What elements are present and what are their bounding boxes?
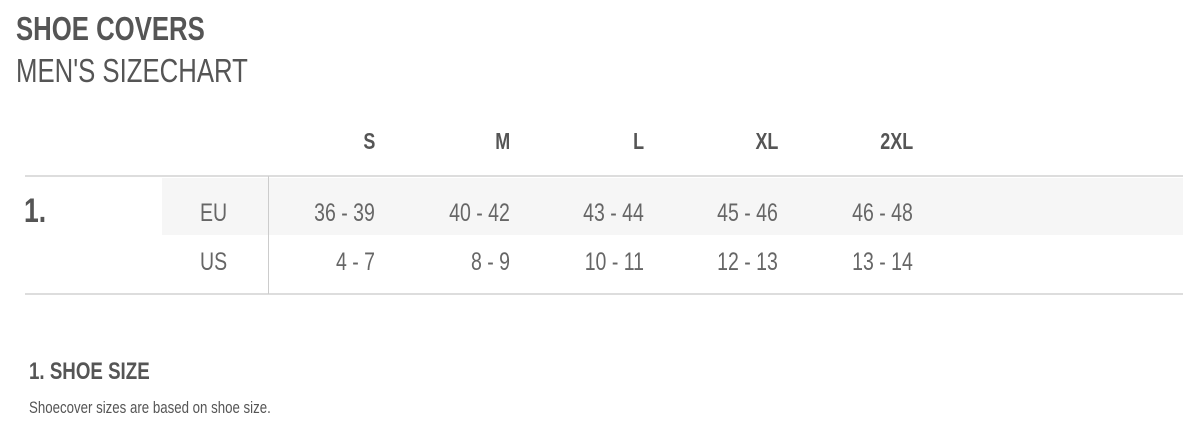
row-label-us: US bbox=[200, 248, 228, 276]
table-cell: 13 - 14 bbox=[852, 248, 913, 276]
table-cell: 4 - 7 bbox=[335, 248, 375, 276]
table-bottom-divider bbox=[25, 293, 1183, 295]
table-cell: 8 - 9 bbox=[470, 248, 510, 276]
column-header: 2XL bbox=[880, 128, 913, 154]
table-cell: 36 - 39 bbox=[314, 199, 375, 227]
table-cell: 12 - 13 bbox=[717, 248, 778, 276]
column-header: S bbox=[363, 128, 375, 154]
page-title: SHOE COVERS bbox=[16, 10, 205, 47]
row-label-eu: EU bbox=[200, 199, 228, 227]
table-cell: 46 - 48 bbox=[852, 199, 913, 227]
table-cell: 40 - 42 bbox=[449, 199, 510, 227]
note-text: Shoecover sizes are based on shoe size. bbox=[29, 398, 271, 417]
column-divider bbox=[268, 176, 269, 294]
table-cell: 45 - 46 bbox=[717, 199, 778, 227]
column-header: L bbox=[633, 128, 644, 154]
table-cell: 43 - 44 bbox=[583, 199, 644, 227]
table-cell: 10 - 11 bbox=[584, 248, 644, 276]
column-header: M bbox=[495, 128, 510, 154]
table-top-divider bbox=[25, 175, 1183, 177]
section-number: 1. bbox=[24, 192, 47, 230]
page-subtitle: MEN'S SIZECHART bbox=[16, 52, 248, 89]
note-title: 1. SHOE SIZE bbox=[29, 358, 150, 385]
eu-row-background bbox=[162, 178, 1183, 235]
column-header: XL bbox=[755, 128, 778, 154]
